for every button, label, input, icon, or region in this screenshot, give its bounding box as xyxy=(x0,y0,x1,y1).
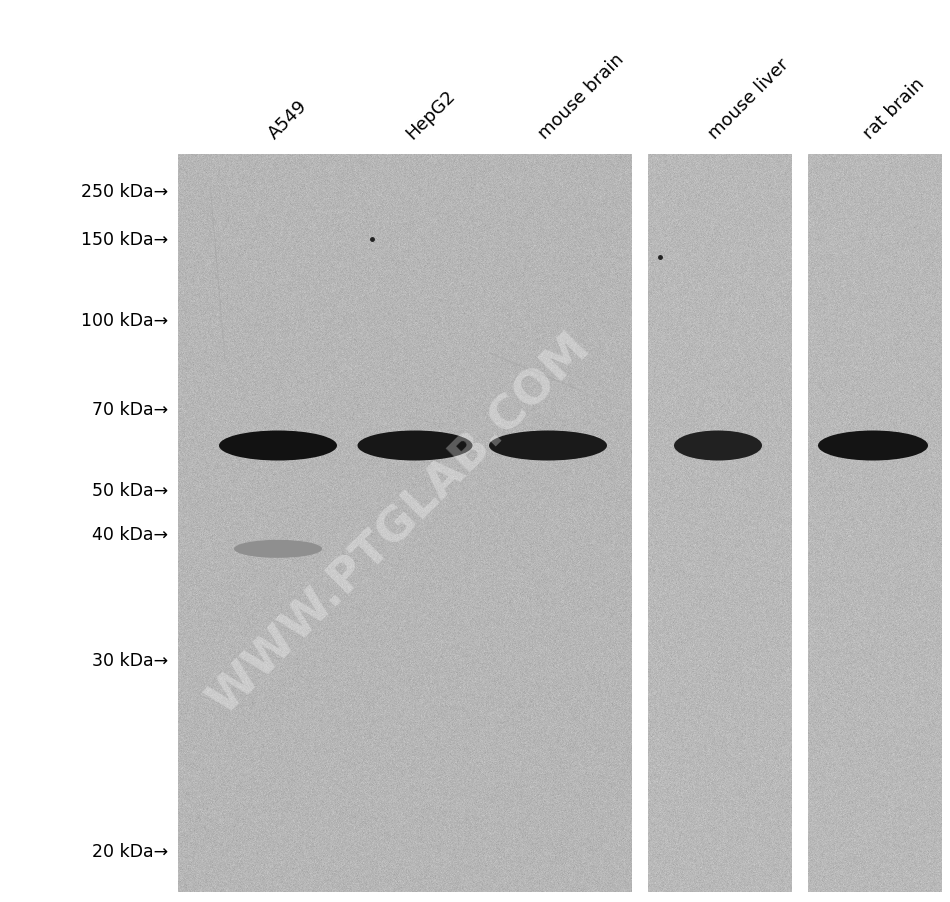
Text: 50 kDa→: 50 kDa→ xyxy=(92,482,168,499)
Ellipse shape xyxy=(489,431,607,461)
Text: WWW.PTGLAB.COM: WWW.PTGLAB.COM xyxy=(200,324,599,723)
Bar xyxy=(648,155,792,892)
Text: A549: A549 xyxy=(265,97,312,143)
Text: rat brain: rat brain xyxy=(861,75,928,143)
Text: HepG2: HepG2 xyxy=(402,87,459,143)
Ellipse shape xyxy=(357,431,472,461)
Text: 30 kDa→: 30 kDa→ xyxy=(92,651,168,668)
Bar xyxy=(632,155,648,892)
Ellipse shape xyxy=(234,540,322,558)
Ellipse shape xyxy=(219,431,337,461)
Text: mouse liver: mouse liver xyxy=(705,56,792,143)
Text: 20 kDa→: 20 kDa→ xyxy=(92,842,168,861)
Text: 70 kDa→: 70 kDa→ xyxy=(92,400,168,419)
Text: 40 kDa→: 40 kDa→ xyxy=(92,526,168,544)
Text: 100 kDa→: 100 kDa→ xyxy=(81,312,168,330)
Ellipse shape xyxy=(674,431,762,461)
Text: mouse brain: mouse brain xyxy=(535,51,628,143)
Text: 150 kDa→: 150 kDa→ xyxy=(81,231,168,249)
Bar xyxy=(792,155,808,892)
Text: 250 kDa→: 250 kDa→ xyxy=(81,183,168,200)
Bar xyxy=(808,155,942,892)
Bar xyxy=(178,155,632,892)
Ellipse shape xyxy=(818,431,928,461)
